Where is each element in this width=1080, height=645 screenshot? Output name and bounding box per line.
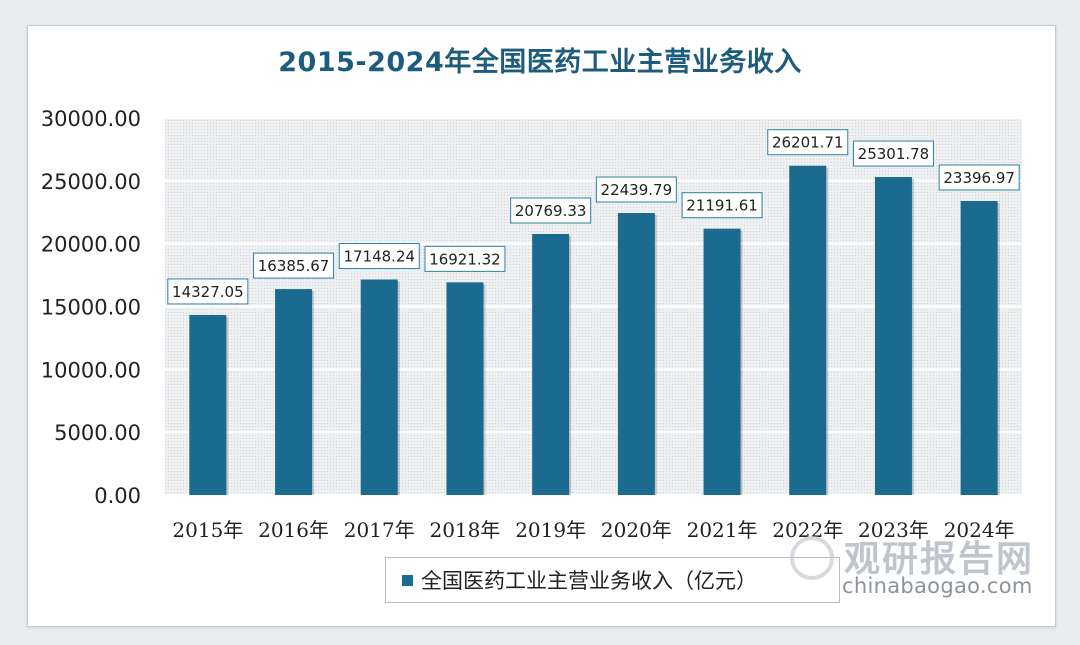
data-label: 26201.71 [772,134,844,152]
x-tick-label: 2020年 [601,518,672,542]
data-label-box [681,192,763,219]
y-tick-label: 20000.00 [41,233,141,257]
data-label: 16921.32 [429,250,501,268]
data-label: 22439.79 [601,181,673,199]
data-label-box [253,252,335,279]
data-label-box [595,176,677,203]
x-tick-label: 2015年 [172,518,243,542]
watermark: 观研报告网 chinabaogao.com [790,528,1060,603]
chart-title: 2015-2024年全国医药工业主营业务收入 [278,47,802,78]
data-label-box [338,243,420,270]
watermark-logo-icon [790,536,834,580]
data-label-box [167,278,249,305]
x-tick-label: 2023年 [858,518,929,542]
bar [874,177,912,496]
bar [360,279,398,495]
data-label-box [510,197,592,224]
bar [960,200,998,495]
bar [446,282,484,495]
data-label-box [938,164,1020,191]
x-tick-label: 2019年 [515,518,586,542]
data-label: 14327.05 [172,283,244,301]
watermark-brand: 观研报告网 [844,539,1035,580]
y-tick-label: 25000.00 [41,170,141,194]
data-label-box [424,245,506,272]
data-label-box [767,129,849,156]
bar [703,228,741,495]
data-label-box [852,140,934,167]
legend-label: 全国医药工业主营业务收入（亿元） [421,569,757,593]
watermark-url: chinabaogao.com [842,574,1033,598]
x-tick-label: 2017年 [344,518,415,542]
y-tick-label: 10000.00 [41,358,141,382]
y-tick-label: 5000.00 [54,421,141,445]
data-label: 21191.61 [686,197,758,215]
bar [532,233,570,495]
bar [789,165,827,495]
x-tick-label: 2016年 [258,518,329,542]
data-label: 20769.33 [515,202,587,220]
data-label: 23396.97 [943,169,1015,187]
data-label: 17148.24 [343,248,415,266]
legend-swatch [402,574,413,586]
bar [189,314,227,495]
data-label: 16385.67 [258,257,330,275]
y-tick-label: 30000.00 [41,107,141,131]
bar [275,289,313,495]
x-tick-label: 2021年 [687,518,758,542]
y-tick-label: 15000.00 [41,296,141,320]
x-tick-label: 2018年 [429,518,500,542]
legend: 全国医药工业主营业务收入（亿元） [385,557,840,603]
bar [617,213,655,495]
y-tick-label: 0.00 [94,484,141,508]
x-tick-label: 2024年 [944,518,1015,542]
data-label: 25301.78 [858,145,930,163]
